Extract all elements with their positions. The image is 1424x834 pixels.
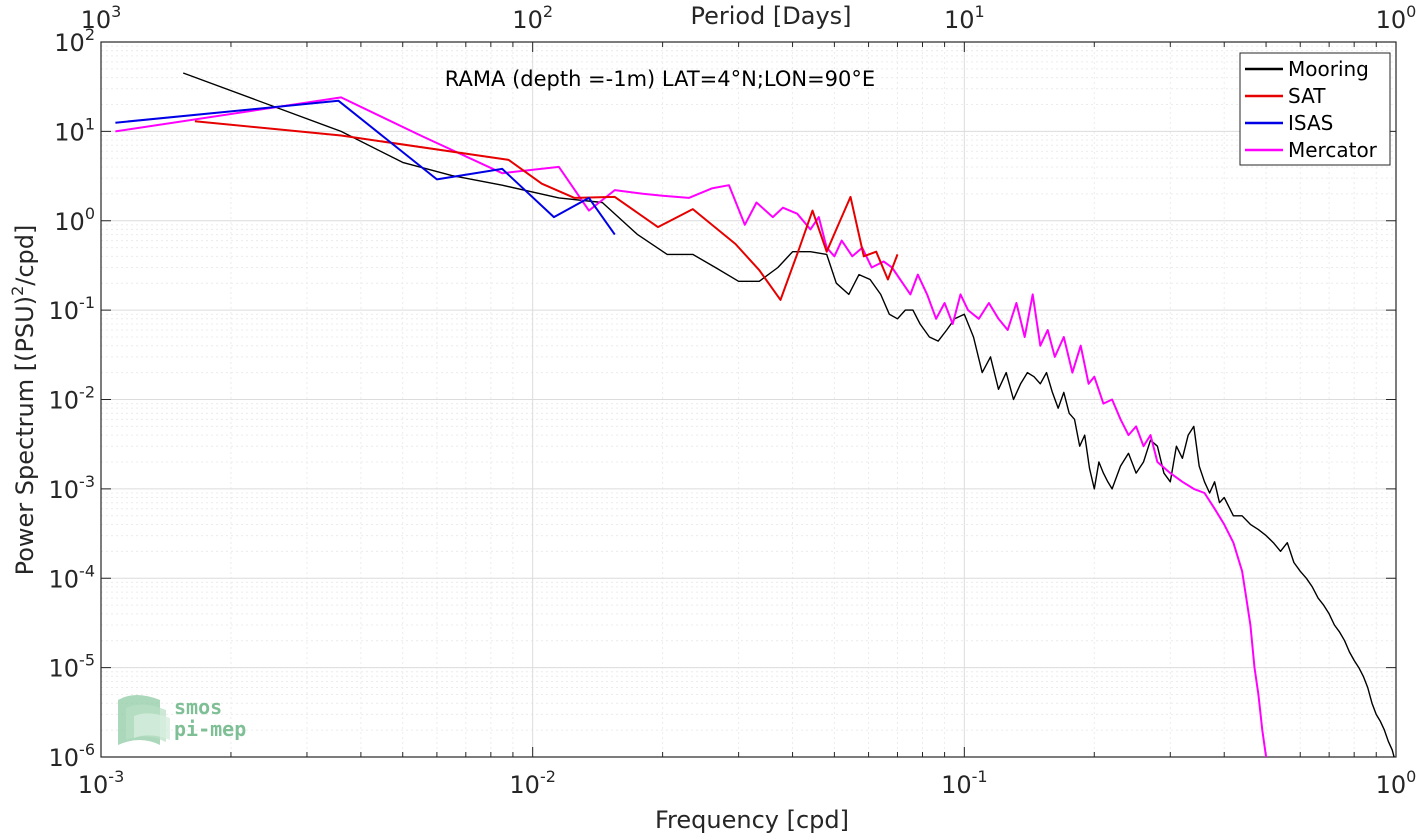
- legend: Mooring SAT ISAS Mercator: [1239, 52, 1391, 166]
- y-tick-label: 101: [54, 114, 95, 146]
- y-tick-label: 10-5: [49, 651, 96, 683]
- logo-line2: pi-mep: [174, 717, 246, 741]
- y-tick-label: 10-2: [49, 383, 96, 415]
- legend-box: [1239, 52, 1391, 166]
- logo-line1: smos: [174, 695, 222, 719]
- top-tick-label: 100: [1376, 2, 1417, 34]
- series-line-isas: [115, 99, 616, 236]
- x-tick-label: 10-3: [78, 767, 125, 799]
- series-line-sat: [194, 120, 899, 301]
- logo-wave-icon-3: [134, 713, 170, 740]
- x-axis-label: Frequency [cpd]: [655, 806, 849, 834]
- top-tick-labels: 103 102 101 100: [81, 2, 1417, 34]
- y-tick-labels: 10-6 10-5 10-4 10-3 10-2 10-1 100 101 102: [49, 25, 96, 772]
- series-line-mooring: [182, 72, 1395, 758]
- legend-label-mercator: Mercator: [1288, 138, 1378, 162]
- top-tick-label: 103: [81, 2, 122, 34]
- y-tick-label: 10-1: [49, 293, 96, 325]
- x-tick-label: 100: [1376, 767, 1417, 799]
- series-layer: [115, 72, 1395, 758]
- y-tick-label: 100: [54, 204, 95, 236]
- x-tick-label: 10-1: [941, 767, 988, 799]
- y-tick-label: 10-4: [49, 561, 96, 593]
- top-tick-label: 101: [944, 2, 985, 34]
- smos-pi-mep-logo: smos pi-mep: [118, 695, 246, 745]
- series-line-mercator: [115, 96, 1268, 758]
- legend-label-mooring: Mooring: [1288, 57, 1369, 81]
- y-tick-label: 102: [54, 25, 95, 57]
- y-tick-label: 10-6: [49, 740, 96, 772]
- axis-ticks: [100, 41, 1397, 758]
- chart-title: RAMA (depth =-1m) LAT=4°N;LON=90°E: [445, 67, 875, 91]
- top-axis-label: Period [Days]: [690, 2, 851, 30]
- y-axis-label: Power Spectrum [(PSU)2/cpd]: [8, 225, 39, 576]
- legend-label-isas: ISAS: [1288, 111, 1333, 135]
- y-tick-label: 10-3: [49, 472, 96, 504]
- x-tick-labels: 10-3 10-2 10-1 100: [78, 767, 1417, 799]
- minor-grid: [101, 42, 1396, 757]
- top-tick-label: 102: [512, 2, 553, 34]
- x-tick-label: 10-2: [509, 767, 556, 799]
- legend-label-sat: SAT: [1288, 84, 1326, 108]
